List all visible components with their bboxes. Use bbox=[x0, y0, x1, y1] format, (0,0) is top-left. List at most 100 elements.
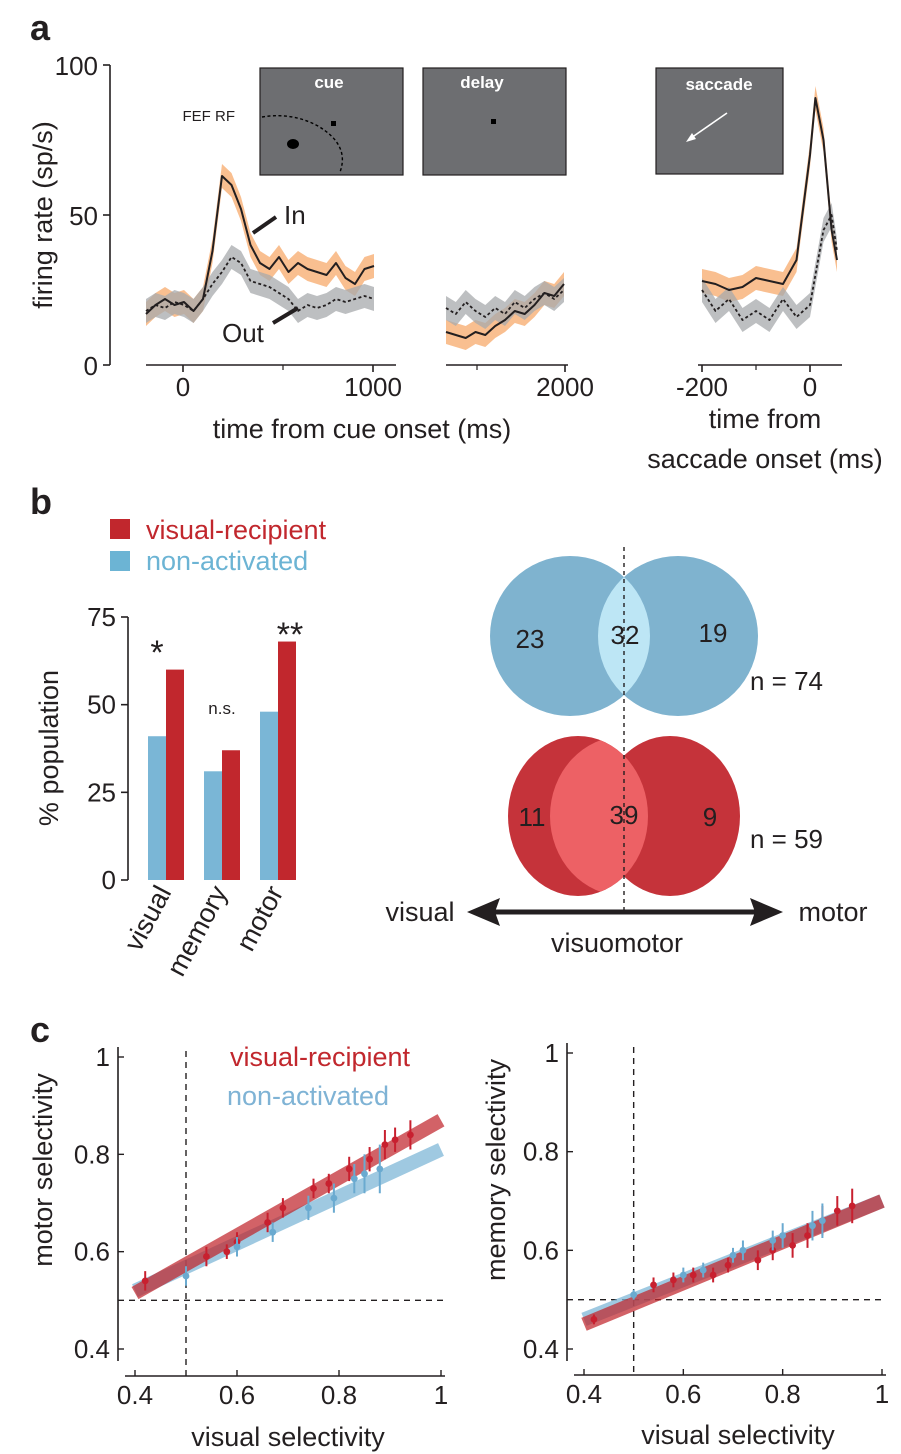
a-box-saccade-arrowhead bbox=[686, 133, 696, 142]
b-venn-top-right-value: 19 bbox=[699, 618, 728, 648]
c-right-point-visual-recipient-0 bbox=[590, 1316, 598, 1323]
b-venn-top-center-value: 32 bbox=[611, 620, 640, 650]
b-yticklabel-0: 0 bbox=[102, 865, 116, 895]
a-box-cue-rf-outline bbox=[261, 114, 344, 173]
c-right-point-visual-recipient-3 bbox=[689, 1271, 697, 1279]
c-left-plot: 0.4 0.6 0.8 1 0.4 0.6 0.8 1 bbox=[74, 1042, 448, 1410]
b-legend-swatch-blue bbox=[110, 551, 130, 571]
a-xlabel-sacc-1: time from bbox=[709, 404, 822, 434]
c-right-point-non-activated-7 bbox=[809, 1222, 816, 1230]
c-left-yticklabel-1: 1 bbox=[96, 1042, 110, 1072]
c-right-fit-visual-recipient bbox=[581, 1194, 885, 1331]
c-right-point-visual-recipient-5 bbox=[724, 1261, 732, 1269]
c-right-point-non-activated-5 bbox=[769, 1237, 777, 1244]
c-right-point-visual-recipient-9 bbox=[804, 1232, 811, 1239]
c-left-point-visual-recipient-5 bbox=[279, 1204, 287, 1212]
c-left-point-visual-recipient-2 bbox=[223, 1248, 231, 1256]
a-box-cue-target bbox=[287, 139, 299, 149]
c-right-point-non-activated-6 bbox=[779, 1232, 787, 1239]
a-out-pointer bbox=[271, 306, 300, 325]
c-right-point-visual-recipient-12 bbox=[848, 1202, 856, 1210]
panel-a-label: a bbox=[30, 7, 51, 48]
b-venn-bottom-n: n = 59 bbox=[750, 824, 823, 854]
b-venn-bottom-right-value: 9 bbox=[703, 802, 717, 832]
b-sig-visual: * bbox=[150, 634, 163, 672]
c-right-point-visual-recipient-2 bbox=[670, 1276, 677, 1284]
c-right-point-non-activated-4 bbox=[739, 1246, 747, 1254]
c-right-xticklabel-0.6: 0.6 bbox=[665, 1379, 701, 1409]
b-sig-memory: n.s. bbox=[208, 699, 235, 718]
b-venn-top-n: n = 74 bbox=[750, 666, 823, 696]
a-band-out-saccade bbox=[702, 203, 837, 332]
c-left-point-non-activated-5 bbox=[350, 1175, 358, 1183]
c-left-point-visual-recipient-8 bbox=[345, 1165, 353, 1173]
c-left-yticklabel-0.6: 0.6 bbox=[74, 1237, 110, 1267]
a-xticklabel-s0: 0 bbox=[803, 372, 817, 402]
c-right-plot: 0.4 0.6 0.8 1 0.4 0.6 0.8 1 bbox=[523, 1038, 889, 1409]
c-right-yticklabel-0.6: 0.6 bbox=[523, 1235, 559, 1265]
c-left-point-non-activated-4 bbox=[330, 1194, 338, 1202]
b-ylabel: % population bbox=[34, 670, 64, 826]
b-bar-memory-visual-recipient bbox=[222, 750, 240, 880]
a-xticklabel-0: 0 bbox=[176, 372, 190, 402]
c-right-xticklabel-0.8: 0.8 bbox=[765, 1379, 801, 1409]
c-left-xticklabel-0.4: 0.4 bbox=[117, 1380, 153, 1410]
c-left-point-visual-recipient-10 bbox=[381, 1141, 389, 1148]
a-box-cue: cue bbox=[259, 67, 404, 176]
c-right-point-non-activated-1 bbox=[679, 1271, 687, 1279]
b-bar-motor-non-activated bbox=[260, 711, 278, 880]
b-sig-motor: ** bbox=[277, 616, 303, 654]
a-yticklabel-100: 100 bbox=[55, 51, 98, 81]
a-line-out-saccade bbox=[701, 214, 838, 321]
a-ylabel: firing rate (sp/s) bbox=[28, 121, 58, 309]
c-right-point-visual-recipient-1 bbox=[650, 1281, 657, 1289]
a-xticklabel-2000: 2000 bbox=[536, 372, 594, 402]
a-line-in-cue bbox=[145, 175, 375, 315]
a-band-in-saccade bbox=[702, 86, 837, 302]
a-line-in-saccade bbox=[701, 97, 838, 291]
b-venn-top: 23 32 19 n = 74 bbox=[490, 556, 823, 716]
c-left-point-visual-recipient-6 bbox=[310, 1185, 317, 1192]
b-venn-bottom-overlap-a bbox=[550, 736, 648, 896]
c-right-point-non-activated-8 bbox=[819, 1217, 826, 1225]
c-right-point-visual-recipient-6 bbox=[754, 1256, 762, 1264]
b-legend-red: visual-recipient bbox=[146, 515, 327, 545]
c-right-xticklabel-1: 1 bbox=[875, 1379, 889, 1409]
c-legend-red: visual-recipient bbox=[230, 1042, 411, 1072]
c-right-xticklabel-0.4: 0.4 bbox=[566, 1379, 602, 1409]
a-box-delay: delay bbox=[422, 67, 567, 176]
a-box-cue-fixation bbox=[331, 121, 336, 126]
b-spectrum-arrowhead-left bbox=[467, 898, 500, 926]
c-left-point-visual-recipient-4 bbox=[264, 1219, 271, 1226]
c-left-xlabel: visual selectivity bbox=[191, 1422, 385, 1452]
b-venn-top-left-value: 23 bbox=[516, 624, 545, 654]
c-right-point-visual-recipient-8 bbox=[789, 1242, 796, 1249]
c-right-xlabel: visual selectivity bbox=[641, 1420, 835, 1450]
b-venn-top-overlap bbox=[598, 556, 650, 716]
b-venn-bottom: 11 39 9 n = 59 bbox=[508, 736, 823, 896]
c-right-yticklabel-0.8: 0.8 bbox=[523, 1137, 559, 1167]
c-right-yticklabel-0.4: 0.4 bbox=[523, 1334, 559, 1364]
a-box-saccade-arrow bbox=[690, 112, 728, 139]
c-right-point-non-activated-0 bbox=[630, 1291, 638, 1299]
a-xticklabel-neg200: -200 bbox=[676, 372, 728, 402]
c-left-point-non-activated-3 bbox=[305, 1204, 312, 1212]
c-legend-blue: non-activated bbox=[227, 1081, 389, 1111]
c-right-ylabel: memory selectivity bbox=[481, 1058, 511, 1281]
c-left-point-visual-recipient-9 bbox=[366, 1155, 373, 1163]
b-bar-visual-non-activated bbox=[148, 736, 166, 880]
a-fef-rf-label: FEF RF bbox=[183, 108, 236, 125]
a-box-saccade-title: saccade bbox=[685, 75, 752, 94]
panel-b-label: b bbox=[30, 481, 52, 522]
b-yticks: 0 25 50 75 bbox=[87, 602, 128, 895]
c-left-xticklabel-0.6: 0.6 bbox=[219, 1380, 255, 1410]
c-left-point-visual-recipient-11 bbox=[391, 1136, 399, 1144]
c-left-point-non-activated-7 bbox=[376, 1165, 384, 1173]
b-spectrum-visual: visual bbox=[385, 897, 454, 927]
b-bar-memory-non-activated bbox=[204, 771, 222, 880]
b-bars bbox=[148, 641, 296, 880]
b-yticklabel-50: 50 bbox=[87, 690, 116, 720]
b-bar-visual-visual-recipient bbox=[166, 669, 184, 880]
